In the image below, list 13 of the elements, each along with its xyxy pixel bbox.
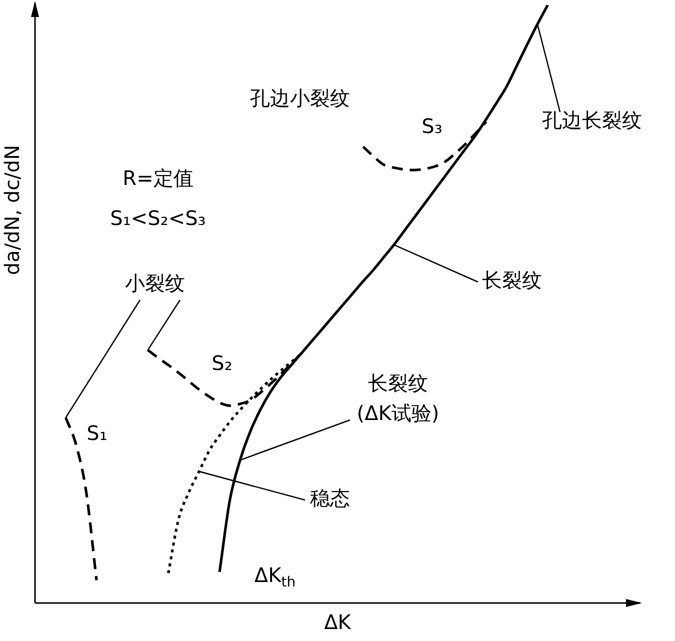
annotation: S₁<S₂<S₃ — [110, 206, 206, 230]
series-label: S₃ — [422, 114, 442, 138]
annotation: 小裂纹 — [125, 271, 185, 296]
annotation: 孔边长裂纹 — [542, 108, 642, 132]
annotation: 长裂纹 (ΔK试验) — [356, 371, 440, 426]
y-axis-title: da/dN, dc/dN — [0, 144, 24, 276]
x-axis-title: ΔK — [324, 610, 352, 634]
text: 稳态 — [310, 486, 350, 510]
annotation: R=定值 — [122, 166, 194, 190]
annotation: 长裂纹 — [482, 268, 542, 292]
series-label: S₁ — [86, 421, 108, 446]
annotation: 孔边小裂纹 — [250, 86, 350, 110]
series-label: S₂ — [212, 351, 232, 376]
